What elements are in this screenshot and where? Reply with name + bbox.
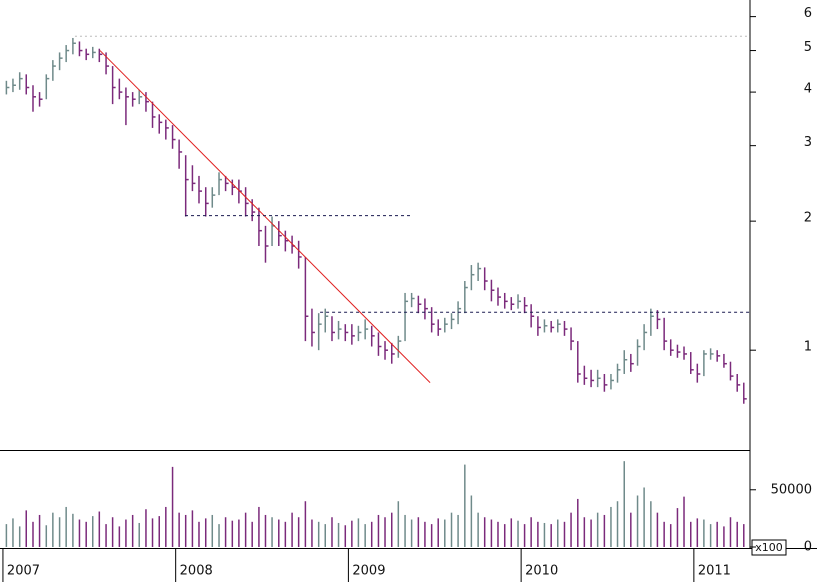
y-tick-label: 5 — [804, 40, 812, 55]
x-tick-label: 2008 — [180, 564, 213, 579]
volume-tick-label: 50000 — [771, 482, 812, 497]
annotation-line — [99, 50, 431, 383]
x-tick-label: 2010 — [525, 564, 558, 579]
volume-unit: x100 — [755, 541, 783, 554]
volume-tick-label: 0 — [804, 540, 812, 555]
x-tick-label: 2007 — [7, 564, 40, 579]
y-tick-label: 2 — [804, 211, 812, 226]
x-tick-label: 2011 — [698, 564, 731, 579]
y-tick-label: 3 — [804, 135, 812, 150]
x-tick-label: 2009 — [352, 564, 385, 579]
y-tick-label: 6 — [804, 6, 812, 21]
y-tick-label: 1 — [804, 340, 812, 355]
y-tick-label: 4 — [804, 82, 812, 97]
